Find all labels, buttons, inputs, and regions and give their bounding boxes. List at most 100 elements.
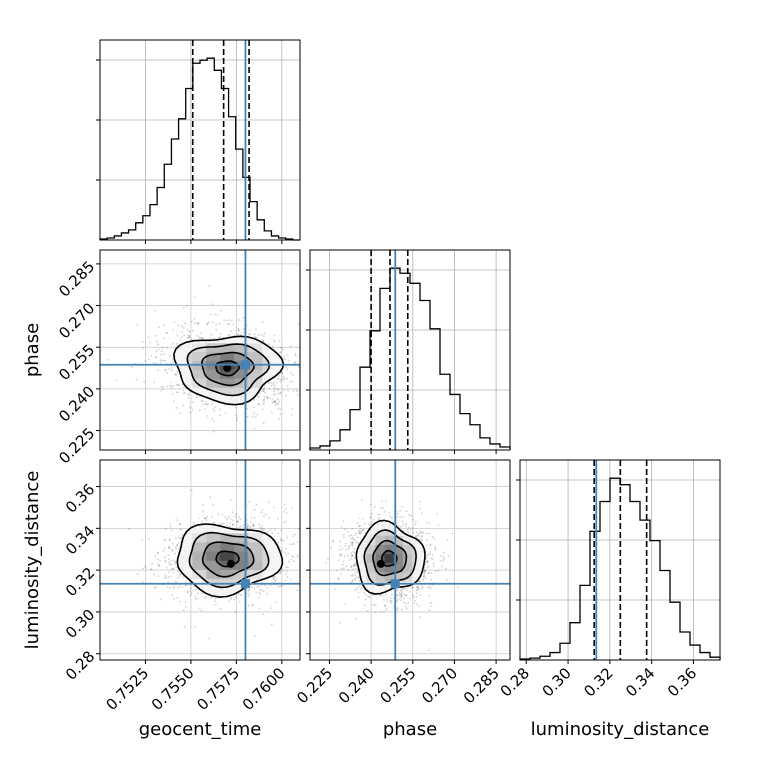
sample-point: [253, 412, 255, 415]
sample-point: [319, 526, 321, 528]
sample-point: [279, 381, 282, 383]
sample-point: [268, 517, 271, 520]
sample-point: [297, 323, 300, 325]
sample-point: [162, 388, 165, 391]
y-tick-label: 0.36: [62, 480, 98, 516]
sample-point: [418, 500, 421, 503]
sample-point: [304, 576, 306, 578]
sample-point: [393, 605, 395, 607]
contour-line: [173, 335, 285, 406]
sample-point: [354, 561, 357, 564]
sample-point: [430, 601, 432, 604]
sample-point: [246, 407, 248, 410]
density-cell: [206, 542, 221, 552]
sample-point: [159, 559, 161, 562]
sample-point: [273, 334, 276, 337]
sample-point: [425, 557, 428, 560]
sample-point: [359, 528, 362, 531]
sample-point: [266, 586, 268, 589]
sample-point: [195, 396, 198, 399]
density-cell: [192, 533, 207, 543]
sample-point: [279, 584, 282, 587]
sample-point: [258, 591, 261, 594]
sample-point: [174, 580, 177, 583]
sample-point: [380, 594, 382, 597]
sample-point: [252, 415, 254, 418]
sample-point: [277, 392, 280, 395]
y-tick-label: 0.225: [55, 424, 98, 467]
sample-point: [421, 512, 423, 515]
sample-point: [329, 546, 332, 549]
panel-frame: [99, 39, 301, 241]
sample-point: [177, 391, 180, 394]
sample-point: [260, 588, 263, 591]
sample-point: [204, 400, 207, 403]
density-cell: [220, 533, 235, 543]
sample-point: [198, 336, 201, 339]
peak-marker: [226, 559, 235, 568]
sample-point: [157, 369, 160, 371]
sample-point: [321, 368, 323, 370]
density-cell: [384, 554, 394, 564]
sample-point: [260, 511, 263, 514]
sample-point: [360, 587, 362, 590]
density-cell: [402, 544, 413, 555]
sample-point: [177, 384, 180, 387]
sample-point: [259, 392, 261, 394]
sample-point: [274, 388, 276, 391]
sample-point: [156, 551, 159, 554]
sample-point: [203, 517, 206, 519]
sample-point: [237, 520, 240, 523]
density-cell: [402, 563, 413, 573]
sample-point: [171, 548, 174, 551]
sample-point: [174, 545, 177, 548]
sample-point: [396, 598, 399, 601]
sample-point: [290, 372, 293, 374]
sample-point: [380, 507, 382, 509]
sample-point: [253, 399, 256, 401]
sample-point: [160, 350, 163, 353]
contour-line: [363, 529, 417, 586]
density-cell: [248, 369, 263, 379]
sample-point: [176, 371, 179, 373]
sample-point: [353, 551, 356, 554]
sample-point: [277, 403, 280, 405]
sample-point: [356, 571, 359, 574]
sample-point: [277, 532, 280, 534]
sample-point: [188, 391, 191, 393]
sample-point: [297, 556, 299, 558]
sample-point: [353, 538, 355, 541]
sample-point: [363, 604, 366, 607]
sample-point: [150, 355, 153, 357]
sample-point: [401, 506, 403, 508]
sample-point: [419, 594, 421, 597]
density-cell: [192, 560, 207, 570]
density-cell: [192, 542, 207, 552]
x-tick-label: 0.32: [580, 664, 616, 700]
sample-point: [197, 322, 200, 325]
sample-point: [340, 525, 343, 528]
sample-point: [226, 518, 229, 521]
sample-point: [331, 541, 334, 543]
sample-point: [204, 596, 206, 599]
sample-point: [154, 555, 157, 557]
sample-point: [253, 335, 256, 338]
sample-point: [277, 377, 280, 380]
sample-point: [170, 387, 173, 389]
sample-point: [218, 414, 221, 417]
sample-point: [106, 358, 109, 361]
sample-point: [267, 382, 270, 384]
density-cell: [366, 544, 376, 555]
sample-point: [173, 598, 176, 600]
sample-point: [345, 565, 348, 568]
sample-point: [155, 334, 158, 337]
density-cell: [234, 560, 249, 570]
sample-point: [383, 595, 385, 598]
sample-point: [187, 334, 190, 337]
sample-point: [446, 579, 448, 581]
sample-point: [178, 523, 181, 526]
sample-point: [276, 517, 279, 520]
sample-point: [163, 538, 166, 541]
sample-point: [289, 345, 292, 348]
sample-point: [305, 557, 307, 559]
